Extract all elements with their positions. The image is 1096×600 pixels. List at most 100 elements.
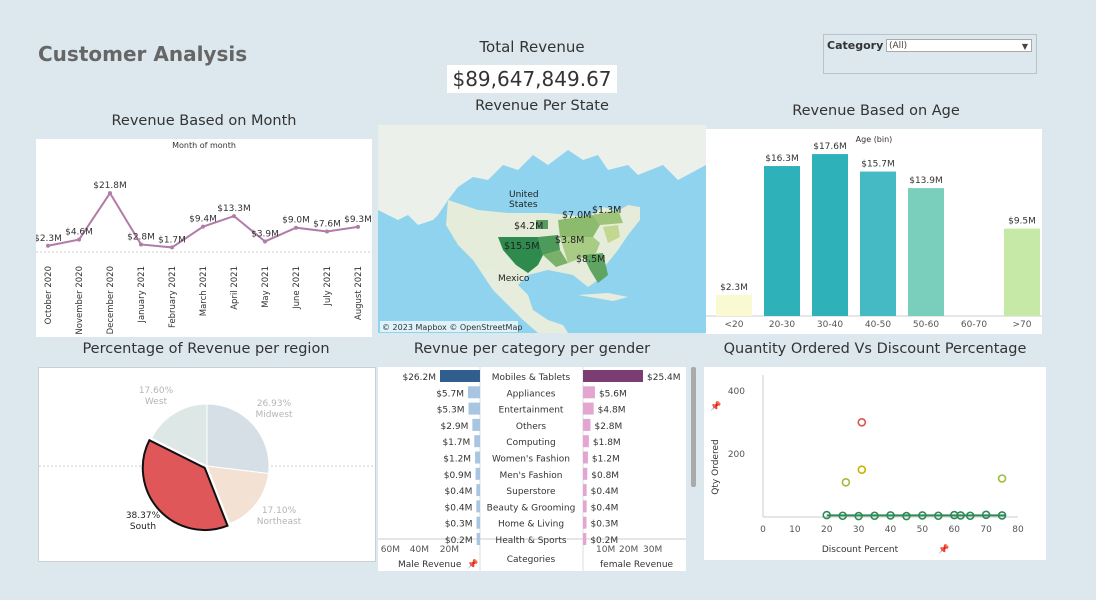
age-bar[interactable]: [1004, 228, 1040, 316]
male-bar[interactable]: [472, 418, 480, 431]
female-bar[interactable]: [583, 435, 589, 448]
age-bar[interactable]: [716, 294, 752, 316]
pie-slice-west[interactable]: [150, 403, 208, 467]
month-tick-label: June 2021: [292, 266, 302, 310]
month-point[interactable]: [139, 242, 143, 247]
scatter-point[interactable]: [854, 511, 863, 521]
female-bar[interactable]: [583, 467, 588, 480]
month-tick-label: November 2020: [75, 266, 85, 335]
pie-percent-label: 26.93%: [257, 399, 292, 409]
scatter-point[interactable]: [965, 511, 975, 521]
month-point[interactable]: [46, 243, 50, 248]
scatter-point[interactable]: [981, 510, 991, 520]
age-bar[interactable]: [812, 154, 848, 316]
pie-region-label: Northeast: [257, 517, 302, 527]
month-point[interactable]: [356, 224, 360, 229]
male-bar[interactable]: [476, 500, 480, 513]
month-point[interactable]: [108, 191, 112, 196]
month-point[interactable]: [263, 239, 267, 244]
scatter-point[interactable]: [886, 511, 895, 520]
male-bar[interactable]: [474, 435, 480, 448]
chevron-down-icon[interactable]: ▼: [1021, 42, 1028, 51]
female-bar[interactable]: [583, 370, 643, 382]
male-value-label: $0.2M: [445, 536, 473, 546]
age-tick-label: 40-50: [865, 320, 891, 330]
age-bar[interactable]: [764, 166, 800, 316]
month-point[interactable]: [77, 237, 81, 242]
scatter-point[interactable]: [956, 511, 965, 520]
female-tick: 10M: [596, 545, 615, 555]
female-bar[interactable]: [583, 386, 595, 399]
female-bar[interactable]: [583, 500, 587, 513]
month-point[interactable]: [232, 214, 236, 219]
age-bar[interactable]: [860, 171, 896, 316]
male-bar[interactable]: [468, 386, 480, 399]
male-bar[interactable]: [468, 402, 480, 415]
male-value-label: $26.2M: [402, 373, 436, 383]
month-point[interactable]: [201, 224, 205, 229]
scatter-point[interactable]: [997, 511, 1007, 520]
male-bar[interactable]: [440, 370, 480, 382]
female-bar[interactable]: [583, 402, 594, 415]
map-value-label: $3.8M: [555, 235, 584, 246]
month-point[interactable]: [325, 229, 329, 234]
month-value-label: $2.8M: [127, 232, 155, 242]
scatter-point[interactable]: [934, 511, 943, 521]
map-value-label: $7.0M: [562, 210, 591, 221]
pie-slice-midwest[interactable]: [206, 403, 270, 475]
pie-slice-south[interactable]: [141, 438, 229, 531]
month-tick-label: April 2021: [230, 266, 240, 310]
gender-chart-scrollbar[interactable]: [691, 367, 696, 487]
month-point[interactable]: [294, 225, 298, 230]
category-filter-dropdown[interactable]: (All) ▼: [886, 39, 1032, 52]
pin-icon[interactable]: 📌: [467, 558, 478, 570]
state-alabama: [560, 237, 600, 263]
female-value-label: $0.4M: [591, 503, 619, 513]
scatter-point[interactable]: [841, 477, 851, 487]
male-value-label: $0.9M: [444, 471, 472, 481]
category-label: Superstore: [506, 487, 556, 497]
y-tick-label: 400: [728, 387, 745, 397]
female-value-label: $0.2M: [590, 536, 618, 546]
pin-icon[interactable]: 📌: [710, 400, 721, 412]
scatter-point[interactable]: [822, 510, 832, 520]
revenue-state-map[interactable]: United States Mexico $7.0M $1.3M $4.2M $1…: [378, 125, 706, 333]
map-value-label: $1.3M: [592, 205, 621, 216]
pin-icon[interactable]: 📌: [938, 543, 949, 555]
x-tick-label: 60: [949, 525, 961, 535]
female-bar[interactable]: [583, 533, 587, 545]
x-tick-label: 0: [760, 525, 766, 535]
scatter-point[interactable]: [918, 511, 927, 520]
month-point[interactable]: [170, 245, 174, 250]
pie-percent-label: 17.60%: [139, 386, 174, 396]
age-tick-label: 60-70: [961, 320, 987, 330]
female-bar[interactable]: [583, 484, 587, 497]
age-tick-label: 50-60: [913, 320, 939, 330]
scatter-point[interactable]: [857, 418, 867, 427]
pie-slice-northeast[interactable]: [206, 465, 270, 525]
male-tick: 60M: [381, 545, 400, 555]
female-bar[interactable]: [583, 516, 587, 529]
category-label: Beauty & Grooming: [487, 503, 576, 513]
male-bar[interactable]: [476, 484, 480, 497]
state-louisiana: [543, 250, 568, 267]
scatter-point[interactable]: [870, 511, 879, 521]
male-bar[interactable]: [475, 451, 480, 464]
category-label: Computing: [506, 438, 555, 448]
female-value-label: $0.3M: [590, 520, 618, 530]
scatter-point[interactable]: [902, 511, 911, 521]
scatter-point[interactable]: [997, 474, 1007, 483]
female-bar[interactable]: [583, 418, 591, 431]
x-tick-label: 40: [885, 525, 897, 535]
month-value-label: $21.8M: [93, 181, 127, 191]
female-bar[interactable]: [583, 451, 588, 464]
region-pie-chart: 26.93%Midwest 17.10%Northeast 38.37%South 1…: [39, 386, 375, 532]
scatter-point[interactable]: [838, 511, 847, 521]
male-tick: 40M: [410, 545, 429, 555]
scatter-point[interactable]: [857, 465, 867, 474]
male-bar[interactable]: [476, 533, 480, 545]
male-bar[interactable]: [475, 467, 480, 480]
age-bar[interactable]: [908, 188, 944, 316]
male-bar[interactable]: [476, 516, 480, 529]
female-axis-title: female Revenue: [600, 560, 674, 570]
